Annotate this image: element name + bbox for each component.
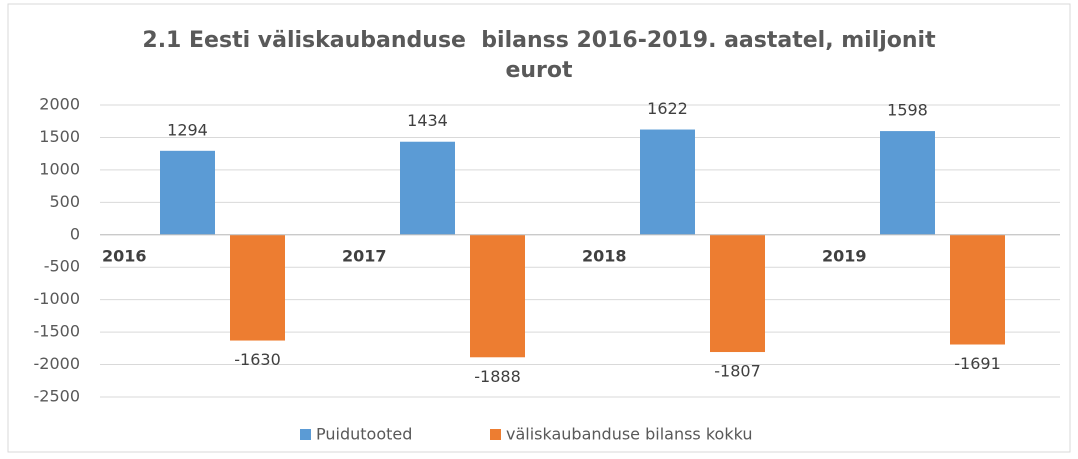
y-tick-label: 0 — [70, 224, 80, 243]
x-tick-label: 2017 — [342, 246, 387, 265]
legend-swatch — [300, 429, 311, 440]
chart-border — [7, 3, 1071, 453]
legend-label: Puidutooted — [316, 425, 412, 444]
bar — [470, 234, 525, 358]
data-label: -1888 — [474, 367, 521, 386]
bar — [710, 234, 765, 353]
y-tick-label: 2000 — [39, 95, 80, 114]
bar — [400, 141, 455, 235]
x-tick-label: 2016 — [102, 246, 147, 265]
data-label: 1598 — [887, 101, 928, 120]
y-tick-label: -2500 — [34, 387, 81, 406]
chart-title: 2.1 Eesti väliskaubanduse bilanss 2016-2… — [142, 28, 944, 83]
y-tick-label: -2000 — [34, 354, 81, 373]
legend-label: väliskaubanduse bilanss kokku — [506, 425, 753, 444]
x-tick-label: 2018 — [582, 246, 627, 265]
y-tick-label: 1500 — [39, 127, 80, 146]
data-label: 1294 — [167, 120, 208, 139]
bar — [950, 234, 1005, 345]
y-tick-label: -1500 — [34, 322, 81, 341]
x-tick-label: 2019 — [822, 246, 867, 265]
data-label: -1807 — [714, 362, 761, 381]
bar — [230, 234, 285, 341]
bar — [880, 131, 935, 235]
y-tick-label: -500 — [44, 257, 80, 276]
legend-swatch — [490, 429, 501, 440]
y-tick-label: 500 — [49, 192, 80, 211]
data-label: 1434 — [407, 111, 448, 130]
y-tick-label: 1000 — [39, 159, 80, 178]
data-label: -1691 — [954, 354, 1001, 373]
y-tick-label: -1000 — [34, 289, 81, 308]
data-label: -1630 — [234, 350, 281, 369]
data-label: 1622 — [647, 99, 688, 118]
bar — [640, 129, 695, 235]
bar — [160, 150, 215, 235]
